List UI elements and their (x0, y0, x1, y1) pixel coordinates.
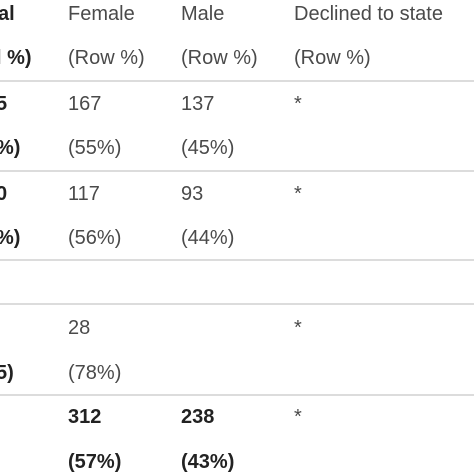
row-divider (0, 170, 474, 172)
row-divider (0, 259, 474, 261)
male-count: 238 (181, 406, 215, 428)
female-count: 117 (68, 183, 100, 205)
declined-header-label: Declined to state (294, 3, 443, 25)
row-divider (0, 394, 474, 396)
total-percent: %) (0, 137, 21, 159)
male-header-label: Male (181, 3, 225, 25)
total-header-label: al (0, 3, 15, 25)
row-divider (0, 303, 474, 305)
total-percent: 5) (0, 362, 14, 384)
total-header-sublabel: l %) (0, 47, 32, 69)
declined-value: * (294, 93, 302, 115)
male-header-sublabel: (Row %) (181, 47, 258, 69)
declined-value: * (294, 406, 302, 428)
female-count: 167 (68, 93, 102, 115)
female-percent: (57%) (68, 451, 122, 473)
female-percent: (55%) (68, 137, 122, 159)
declined-header-sublabel: (Row %) (294, 47, 371, 69)
male-count: 137 (181, 93, 215, 115)
male-percent: (44%) (181, 227, 235, 249)
female-percent: (56%) (68, 227, 122, 249)
total-count: 0 (0, 183, 8, 205)
female-header-sublabel: (Row %) (68, 47, 145, 69)
female-header-label: Female (68, 3, 135, 25)
female-count: 312 (68, 406, 102, 428)
total-count: 5 (0, 93, 8, 115)
row-divider (0, 80, 474, 82)
male-count: 93 (181, 183, 204, 205)
female-count: 28 (68, 317, 91, 339)
total-percent: %) (0, 227, 21, 249)
declined-value: * (294, 317, 302, 339)
male-percent: (43%) (181, 451, 235, 473)
male-percent: (45%) (181, 137, 235, 159)
declined-value: * (294, 183, 302, 205)
female-percent: (78%) (68, 362, 122, 384)
